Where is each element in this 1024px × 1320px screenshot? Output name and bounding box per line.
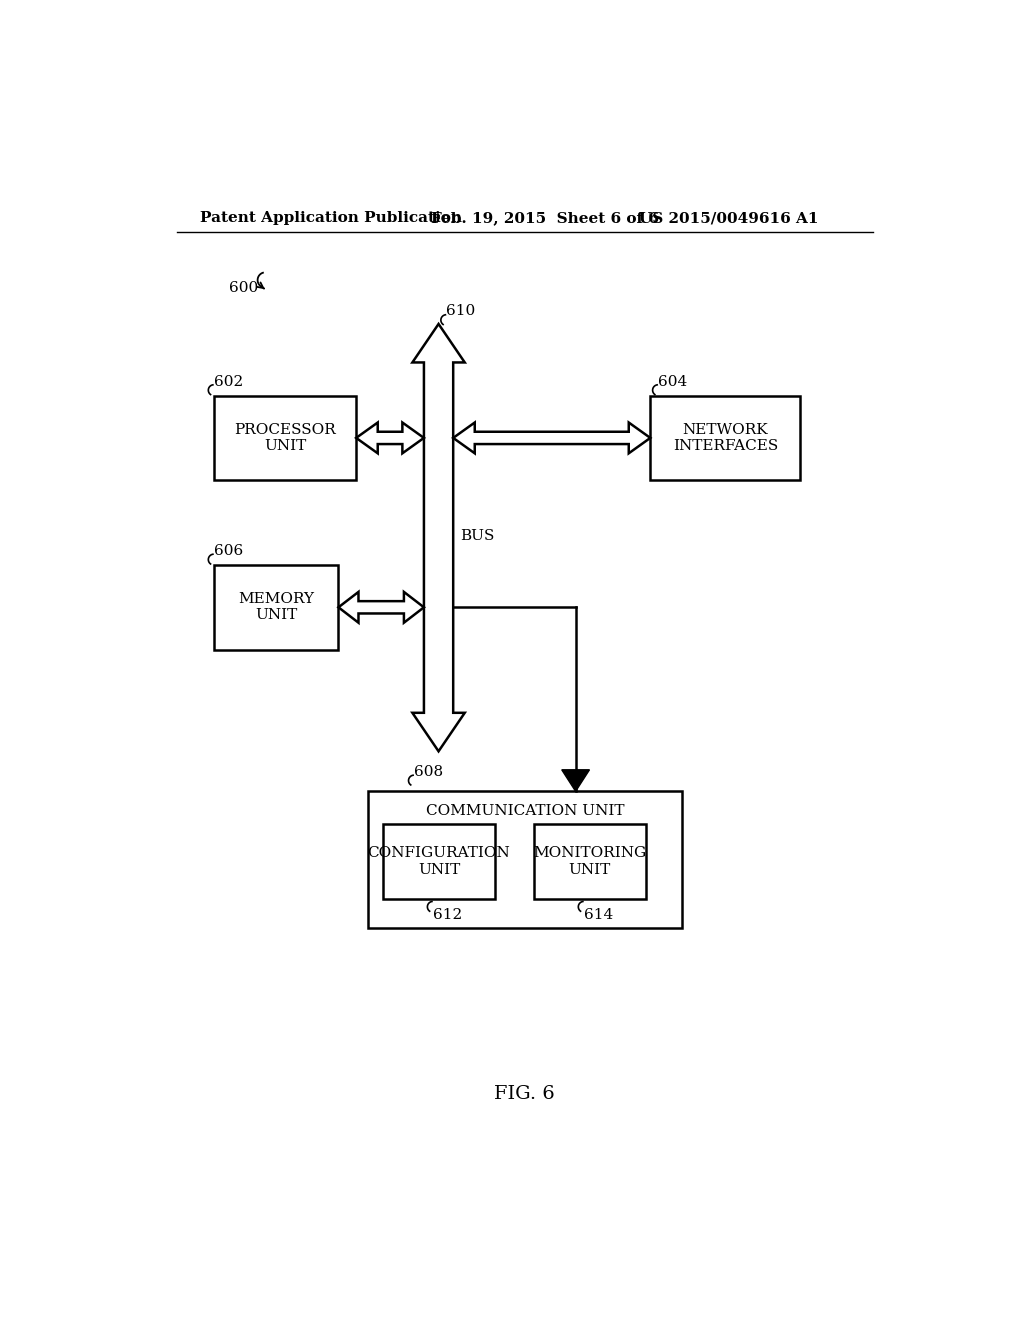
Text: CONFIGURATION
UNIT: CONFIGURATION UNIT	[368, 846, 510, 876]
Text: Patent Application Publication: Patent Application Publication	[200, 211, 462, 226]
Bar	[214, 396, 356, 480]
Text: 604: 604	[658, 375, 687, 388]
Text: NETWORK
INTERFACES: NETWORK INTERFACES	[673, 422, 778, 453]
Text: FIG. 6: FIG. 6	[495, 1085, 555, 1104]
Text: MEMORY
UNIT: MEMORY UNIT	[239, 593, 314, 623]
Bar	[383, 824, 495, 899]
Bar	[535, 824, 646, 899]
Polygon shape	[562, 770, 590, 792]
Text: 608: 608	[414, 766, 443, 779]
Text: Feb. 19, 2015  Sheet 6 of 6: Feb. 19, 2015 Sheet 6 of 6	[431, 211, 658, 226]
Text: 606: 606	[214, 544, 243, 558]
Bar	[368, 792, 682, 928]
Text: 614: 614	[584, 908, 613, 921]
Bar	[650, 396, 801, 480]
Text: BUS: BUS	[460, 529, 495, 543]
Polygon shape	[339, 591, 424, 623]
Text: PROCESSOR
UNIT: PROCESSOR UNIT	[234, 422, 336, 453]
Text: US 2015/0049616 A1: US 2015/0049616 A1	[639, 211, 818, 226]
Text: 600: 600	[229, 281, 258, 294]
Polygon shape	[454, 422, 650, 453]
Text: 612: 612	[433, 908, 462, 921]
Text: COMMUNICATION UNIT: COMMUNICATION UNIT	[426, 804, 624, 818]
Bar	[214, 565, 339, 649]
Polygon shape	[356, 422, 424, 453]
Text: 602: 602	[214, 375, 243, 388]
Polygon shape	[413, 323, 465, 751]
Text: MONITORING
UNIT: MONITORING UNIT	[534, 846, 646, 876]
Text: 610: 610	[446, 304, 475, 318]
